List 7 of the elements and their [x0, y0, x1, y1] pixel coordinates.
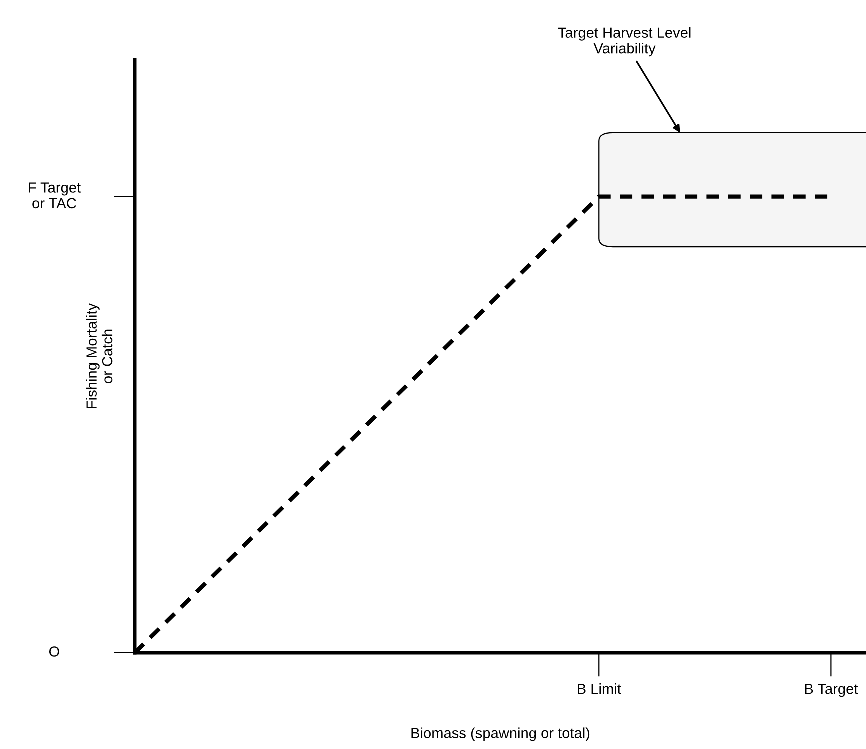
x-tick-label: B Target: [805, 684, 858, 698]
text: Target Harvest Level Variability: [558, 27, 691, 57]
y-axis-title: Fishing Mortality or Catch: [86, 303, 113, 408]
text: O: [49, 646, 60, 657]
text: F Target or TAC: [29, 182, 81, 209]
x-axis-title: Biomass (spawning or total): [412, 728, 590, 742]
x-tick-label: B Limit: [578, 684, 622, 694]
